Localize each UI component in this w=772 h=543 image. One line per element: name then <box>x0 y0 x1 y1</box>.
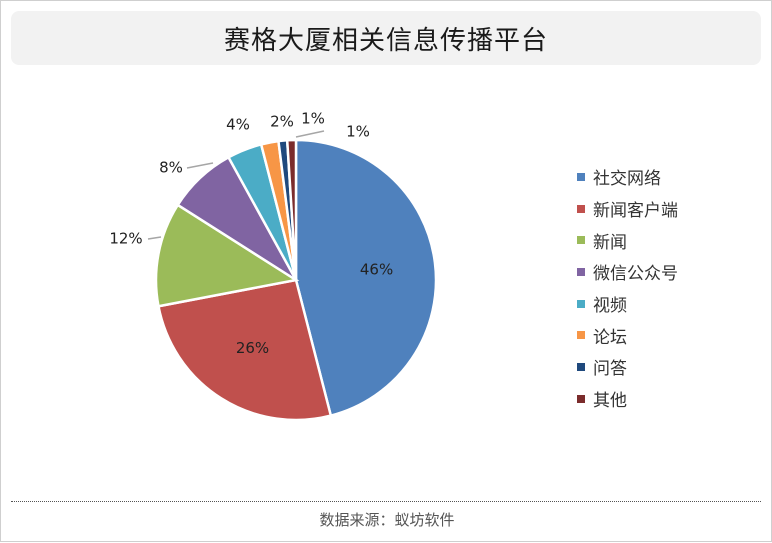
data-label-8: 1% <box>346 123 370 141</box>
legend-swatch <box>577 204 585 213</box>
pie-slice-3 <box>154 203 300 308</box>
footer-divider <box>11 501 761 502</box>
legend-swatch <box>577 394 585 403</box>
legend-swatch <box>577 236 585 245</box>
legend-item-7: 问答 <box>577 351 747 383</box>
legend-item-6: 论坛 <box>577 319 747 351</box>
legend-swatch <box>577 299 585 308</box>
pie-slice-1 <box>294 138 438 418</box>
legend-label: 论坛 <box>593 327 627 348</box>
leader-line-4 <box>186 162 214 169</box>
data-label-7: 1% <box>301 110 325 128</box>
source-note: 数据来源：蚁坊软件 <box>319 511 455 529</box>
legend-label: 新闻客户端 <box>593 201 678 222</box>
legend-item-2: 新闻客户端 <box>577 193 747 225</box>
title-bar: 赛格大厦相关信息传播平台 <box>11 11 761 65</box>
data-label-6: 2% <box>270 113 294 131</box>
legend-item-3: 新闻 <box>577 224 747 256</box>
pie-slice-2 <box>157 278 333 422</box>
leader-line-3 <box>147 236 162 240</box>
legend-label: 微信公众号 <box>593 264 678 285</box>
chart-title: 赛格大厦相关信息传播平台 <box>223 25 548 56</box>
legend-swatch <box>577 172 585 181</box>
leader-line-7 <box>295 130 325 138</box>
pie-slice-8 <box>285 138 298 281</box>
legend-label: 新闻 <box>593 232 627 253</box>
legend-item-8: 其他 <box>577 383 747 415</box>
legend-item-5: 视频 <box>577 288 747 320</box>
data-label-4: 8% <box>159 159 183 177</box>
data-label-5: 4% <box>226 116 250 134</box>
data-label-1: 46% <box>360 260 393 278</box>
legend-swatch <box>577 362 585 371</box>
legend-label: 其他 <box>593 391 627 412</box>
legend-item-1: 社交网络 <box>577 161 747 193</box>
legend-label: 社交网络 <box>593 169 661 190</box>
data-label-3: 12% <box>109 230 142 248</box>
legend-label: 视频 <box>593 296 627 317</box>
legend-swatch <box>577 267 585 276</box>
chart-legend: 社交网络新闻客户端新闻微信公众号视频论坛问答其他 <box>577 161 747 415</box>
legend-swatch <box>577 331 585 340</box>
data-label-2: 26% <box>236 339 269 357</box>
legend-label: 问答 <box>593 359 627 380</box>
legend-item-4: 微信公众号 <box>577 256 747 288</box>
